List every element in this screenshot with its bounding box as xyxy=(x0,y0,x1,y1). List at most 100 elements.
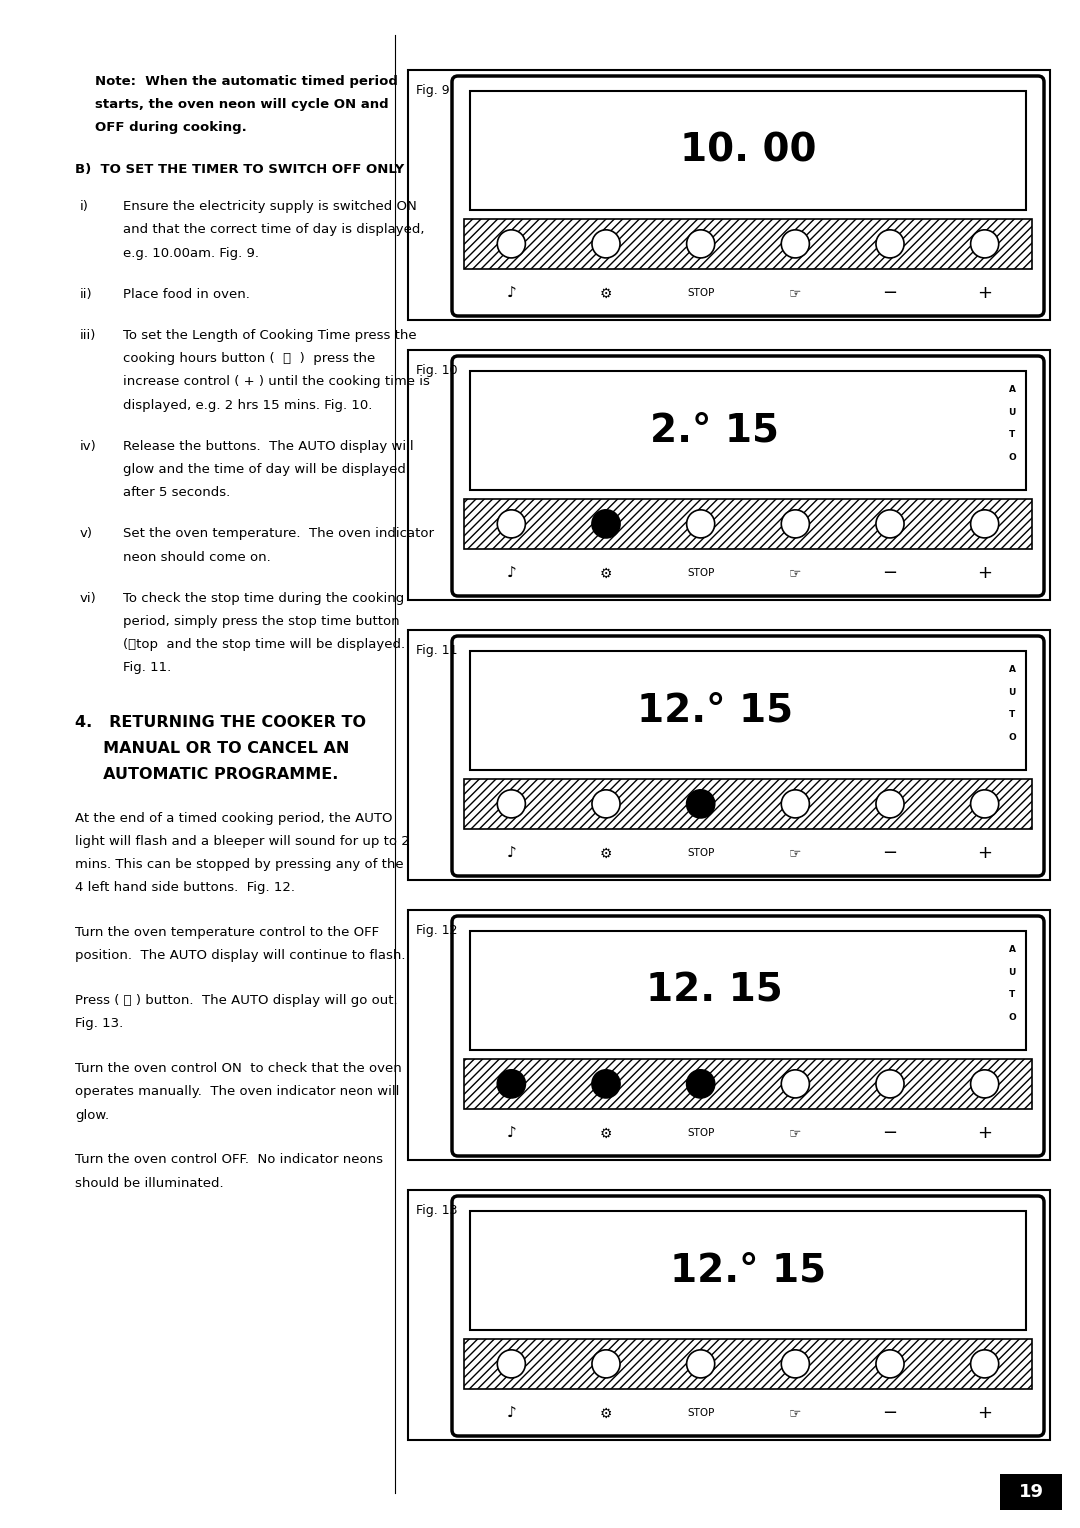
Bar xyxy=(408,911,1050,1160)
Text: STOP: STOP xyxy=(687,568,714,579)
FancyBboxPatch shape xyxy=(453,636,1044,876)
Text: glow and the time of day will be displayed: glow and the time of day will be display… xyxy=(123,463,406,477)
Circle shape xyxy=(687,790,715,817)
Circle shape xyxy=(592,1070,620,1099)
Text: ⚙: ⚙ xyxy=(599,567,612,581)
Text: Press ( 卐 ) button.  The AUTO display will go out.: Press ( 卐 ) button. The AUTO display wil… xyxy=(75,995,397,1007)
Circle shape xyxy=(687,1070,715,1099)
Text: Fig. 11.: Fig. 11. xyxy=(123,662,172,674)
Text: STOP: STOP xyxy=(687,1409,714,1418)
Text: ☞: ☞ xyxy=(789,567,801,581)
Bar xyxy=(408,1190,1050,1439)
Text: 10. 00: 10. 00 xyxy=(679,131,816,170)
Text: Fig. 13.: Fig. 13. xyxy=(75,1018,123,1030)
Text: U: U xyxy=(1009,688,1015,697)
Text: Fig. 13: Fig. 13 xyxy=(416,1204,458,1216)
Text: Fig. 11: Fig. 11 xyxy=(416,643,458,657)
Circle shape xyxy=(781,790,809,817)
Text: O: O xyxy=(1008,1013,1016,1022)
Circle shape xyxy=(876,229,904,258)
Text: To check the stop time during the cooking: To check the stop time during the cookin… xyxy=(123,591,404,605)
Text: ☞: ☞ xyxy=(789,286,801,301)
Circle shape xyxy=(876,790,904,817)
FancyBboxPatch shape xyxy=(453,915,1044,1157)
Text: ⚙: ⚙ xyxy=(599,1126,612,1140)
Bar xyxy=(470,371,1026,489)
Text: O: O xyxy=(1008,733,1016,743)
Text: 12. 15: 12. 15 xyxy=(646,972,783,1010)
Text: −: − xyxy=(882,1125,897,1143)
Text: +: + xyxy=(977,1404,993,1423)
Text: iii): iii) xyxy=(80,329,96,342)
Text: At the end of a timed cooking period, the AUTO: At the end of a timed cooking period, th… xyxy=(75,811,392,825)
Text: period, simply press the stop time button: period, simply press the stop time butto… xyxy=(123,614,400,628)
Text: Fig. 10: Fig. 10 xyxy=(416,364,458,377)
Circle shape xyxy=(592,510,620,538)
Bar xyxy=(408,630,1050,880)
Circle shape xyxy=(592,790,620,817)
Text: −: − xyxy=(882,1404,897,1423)
Circle shape xyxy=(971,510,999,538)
Text: 4.   RETURNING THE COOKER TO: 4. RETURNING THE COOKER TO xyxy=(75,715,366,729)
Text: T: T xyxy=(1009,431,1015,440)
Text: Fig. 12: Fig. 12 xyxy=(416,924,458,937)
Circle shape xyxy=(497,1349,525,1378)
Text: 12.° 15: 12.° 15 xyxy=(670,1251,826,1290)
FancyBboxPatch shape xyxy=(453,76,1044,316)
Circle shape xyxy=(497,510,525,538)
Bar xyxy=(464,1059,1032,1109)
Text: ♪: ♪ xyxy=(507,286,516,301)
Text: i): i) xyxy=(80,200,89,214)
Text: vi): vi) xyxy=(80,591,97,605)
Text: Fig. 9: Fig. 9 xyxy=(416,84,449,96)
Text: ⚙: ⚙ xyxy=(599,847,612,860)
Bar xyxy=(464,1059,1032,1109)
Text: A: A xyxy=(1009,665,1015,674)
Bar xyxy=(464,219,1032,269)
Circle shape xyxy=(497,1070,525,1099)
Circle shape xyxy=(971,1349,999,1378)
Bar xyxy=(464,219,1032,269)
Circle shape xyxy=(781,1349,809,1378)
Bar xyxy=(464,779,1032,830)
Circle shape xyxy=(876,1349,904,1378)
Text: MANUAL OR TO CANCEL AN: MANUAL OR TO CANCEL AN xyxy=(75,741,349,756)
Bar xyxy=(470,931,1026,1050)
Circle shape xyxy=(781,510,809,538)
Text: ☞: ☞ xyxy=(789,847,801,860)
Text: iv): iv) xyxy=(80,440,97,452)
Text: v): v) xyxy=(80,527,93,541)
Text: STOP: STOP xyxy=(687,1129,714,1138)
Text: position.  The AUTO display will continue to flash.: position. The AUTO display will continue… xyxy=(75,949,405,963)
Text: +: + xyxy=(977,564,993,582)
Text: +: + xyxy=(977,284,993,303)
Text: 2.° 15: 2.° 15 xyxy=(650,411,779,449)
Text: ⚙: ⚙ xyxy=(599,1406,612,1421)
Circle shape xyxy=(592,229,620,258)
Text: ☞: ☞ xyxy=(789,1126,801,1140)
Text: ♪: ♪ xyxy=(507,847,516,860)
Text: cooking hours button (  卐  )  press the: cooking hours button ( 卐 ) press the xyxy=(123,351,375,365)
Text: (卐top  and the stop time will be displayed.: (卐top and the stop time will be displaye… xyxy=(123,639,405,651)
Text: ♪: ♪ xyxy=(507,1406,516,1421)
Text: should be illuminated.: should be illuminated. xyxy=(75,1177,224,1190)
Text: glow.: glow. xyxy=(75,1109,109,1122)
Text: Note:  When the automatic timed period: Note: When the automatic timed period xyxy=(95,75,397,89)
Text: ♪: ♪ xyxy=(507,565,516,581)
Text: ☞: ☞ xyxy=(789,1406,801,1421)
Text: mins. This can be stopped by pressing any of the: mins. This can be stopped by pressing an… xyxy=(75,859,404,871)
Bar xyxy=(470,651,1026,770)
FancyBboxPatch shape xyxy=(453,356,1044,596)
Text: −: − xyxy=(882,564,897,582)
Text: Release the buttons.  The AUTO display will: Release the buttons. The AUTO display wi… xyxy=(123,440,414,452)
Circle shape xyxy=(876,510,904,538)
Text: ⚙: ⚙ xyxy=(599,286,612,301)
Bar xyxy=(408,70,1050,319)
Text: STOP: STOP xyxy=(687,289,714,298)
Text: 4 left hand side buttons.  Fig. 12.: 4 left hand side buttons. Fig. 12. xyxy=(75,882,295,894)
Text: T: T xyxy=(1009,990,1015,999)
Text: Ensure the electricity supply is switched ON: Ensure the electricity supply is switche… xyxy=(123,200,417,214)
Text: Set the oven temperature.  The oven indicator: Set the oven temperature. The oven indic… xyxy=(123,527,434,541)
Bar xyxy=(464,498,1032,549)
Text: ii): ii) xyxy=(80,287,93,301)
